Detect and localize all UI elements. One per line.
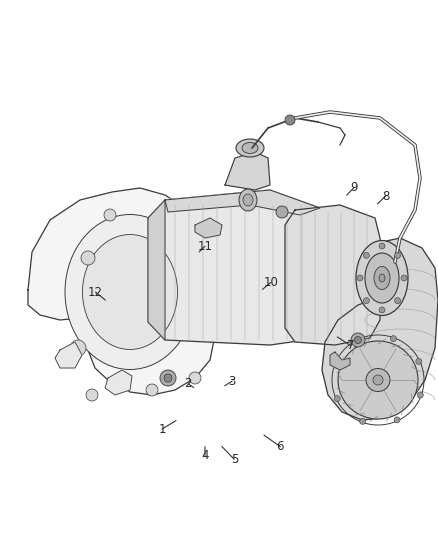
Polygon shape bbox=[28, 188, 215, 395]
Text: 7: 7 bbox=[346, 339, 354, 352]
Polygon shape bbox=[195, 218, 222, 238]
Ellipse shape bbox=[239, 189, 257, 211]
Circle shape bbox=[394, 417, 400, 423]
Circle shape bbox=[364, 297, 369, 304]
Polygon shape bbox=[148, 200, 165, 340]
Circle shape bbox=[395, 297, 401, 304]
Circle shape bbox=[86, 389, 98, 401]
Circle shape bbox=[379, 307, 385, 313]
Circle shape bbox=[417, 392, 423, 398]
Ellipse shape bbox=[236, 139, 264, 157]
Circle shape bbox=[360, 418, 366, 424]
Circle shape bbox=[416, 358, 422, 365]
Circle shape bbox=[364, 252, 369, 259]
Ellipse shape bbox=[365, 253, 399, 303]
Circle shape bbox=[81, 251, 95, 265]
Circle shape bbox=[395, 252, 401, 259]
Ellipse shape bbox=[82, 235, 177, 350]
Circle shape bbox=[379, 243, 385, 249]
Text: 6: 6 bbox=[276, 440, 284, 453]
Circle shape bbox=[285, 115, 295, 125]
Ellipse shape bbox=[243, 194, 253, 206]
Text: 10: 10 bbox=[263, 276, 278, 289]
Polygon shape bbox=[148, 190, 335, 345]
Circle shape bbox=[160, 370, 176, 386]
Ellipse shape bbox=[338, 341, 418, 419]
Text: 12: 12 bbox=[88, 286, 103, 298]
Text: 11: 11 bbox=[198, 240, 212, 253]
Circle shape bbox=[401, 275, 407, 281]
Polygon shape bbox=[225, 152, 270, 190]
Circle shape bbox=[351, 333, 365, 347]
Circle shape bbox=[356, 337, 362, 343]
Circle shape bbox=[276, 206, 288, 218]
Polygon shape bbox=[285, 205, 380, 345]
Polygon shape bbox=[55, 342, 82, 368]
Circle shape bbox=[146, 384, 158, 396]
Circle shape bbox=[333, 362, 339, 368]
Text: 4: 4 bbox=[201, 449, 209, 462]
Circle shape bbox=[70, 340, 86, 356]
Ellipse shape bbox=[356, 240, 408, 316]
Ellipse shape bbox=[242, 142, 258, 154]
Text: 1: 1 bbox=[158, 423, 166, 435]
Text: 5: 5 bbox=[231, 453, 238, 466]
Ellipse shape bbox=[374, 266, 390, 289]
Text: 9: 9 bbox=[350, 181, 358, 194]
Text: 8: 8 bbox=[382, 190, 389, 203]
Polygon shape bbox=[165, 190, 320, 215]
Text: 2: 2 bbox=[184, 377, 192, 390]
Circle shape bbox=[189, 372, 201, 384]
Ellipse shape bbox=[366, 368, 390, 392]
Ellipse shape bbox=[379, 274, 385, 282]
Polygon shape bbox=[330, 352, 350, 370]
Polygon shape bbox=[105, 370, 132, 395]
Circle shape bbox=[357, 275, 363, 281]
Circle shape bbox=[390, 336, 396, 342]
Ellipse shape bbox=[373, 375, 383, 385]
Ellipse shape bbox=[65, 214, 195, 369]
Polygon shape bbox=[322, 238, 438, 420]
Circle shape bbox=[164, 374, 172, 382]
Circle shape bbox=[104, 209, 116, 221]
Circle shape bbox=[334, 395, 340, 401]
Text: 3: 3 bbox=[229, 375, 236, 387]
Circle shape bbox=[354, 336, 361, 343]
